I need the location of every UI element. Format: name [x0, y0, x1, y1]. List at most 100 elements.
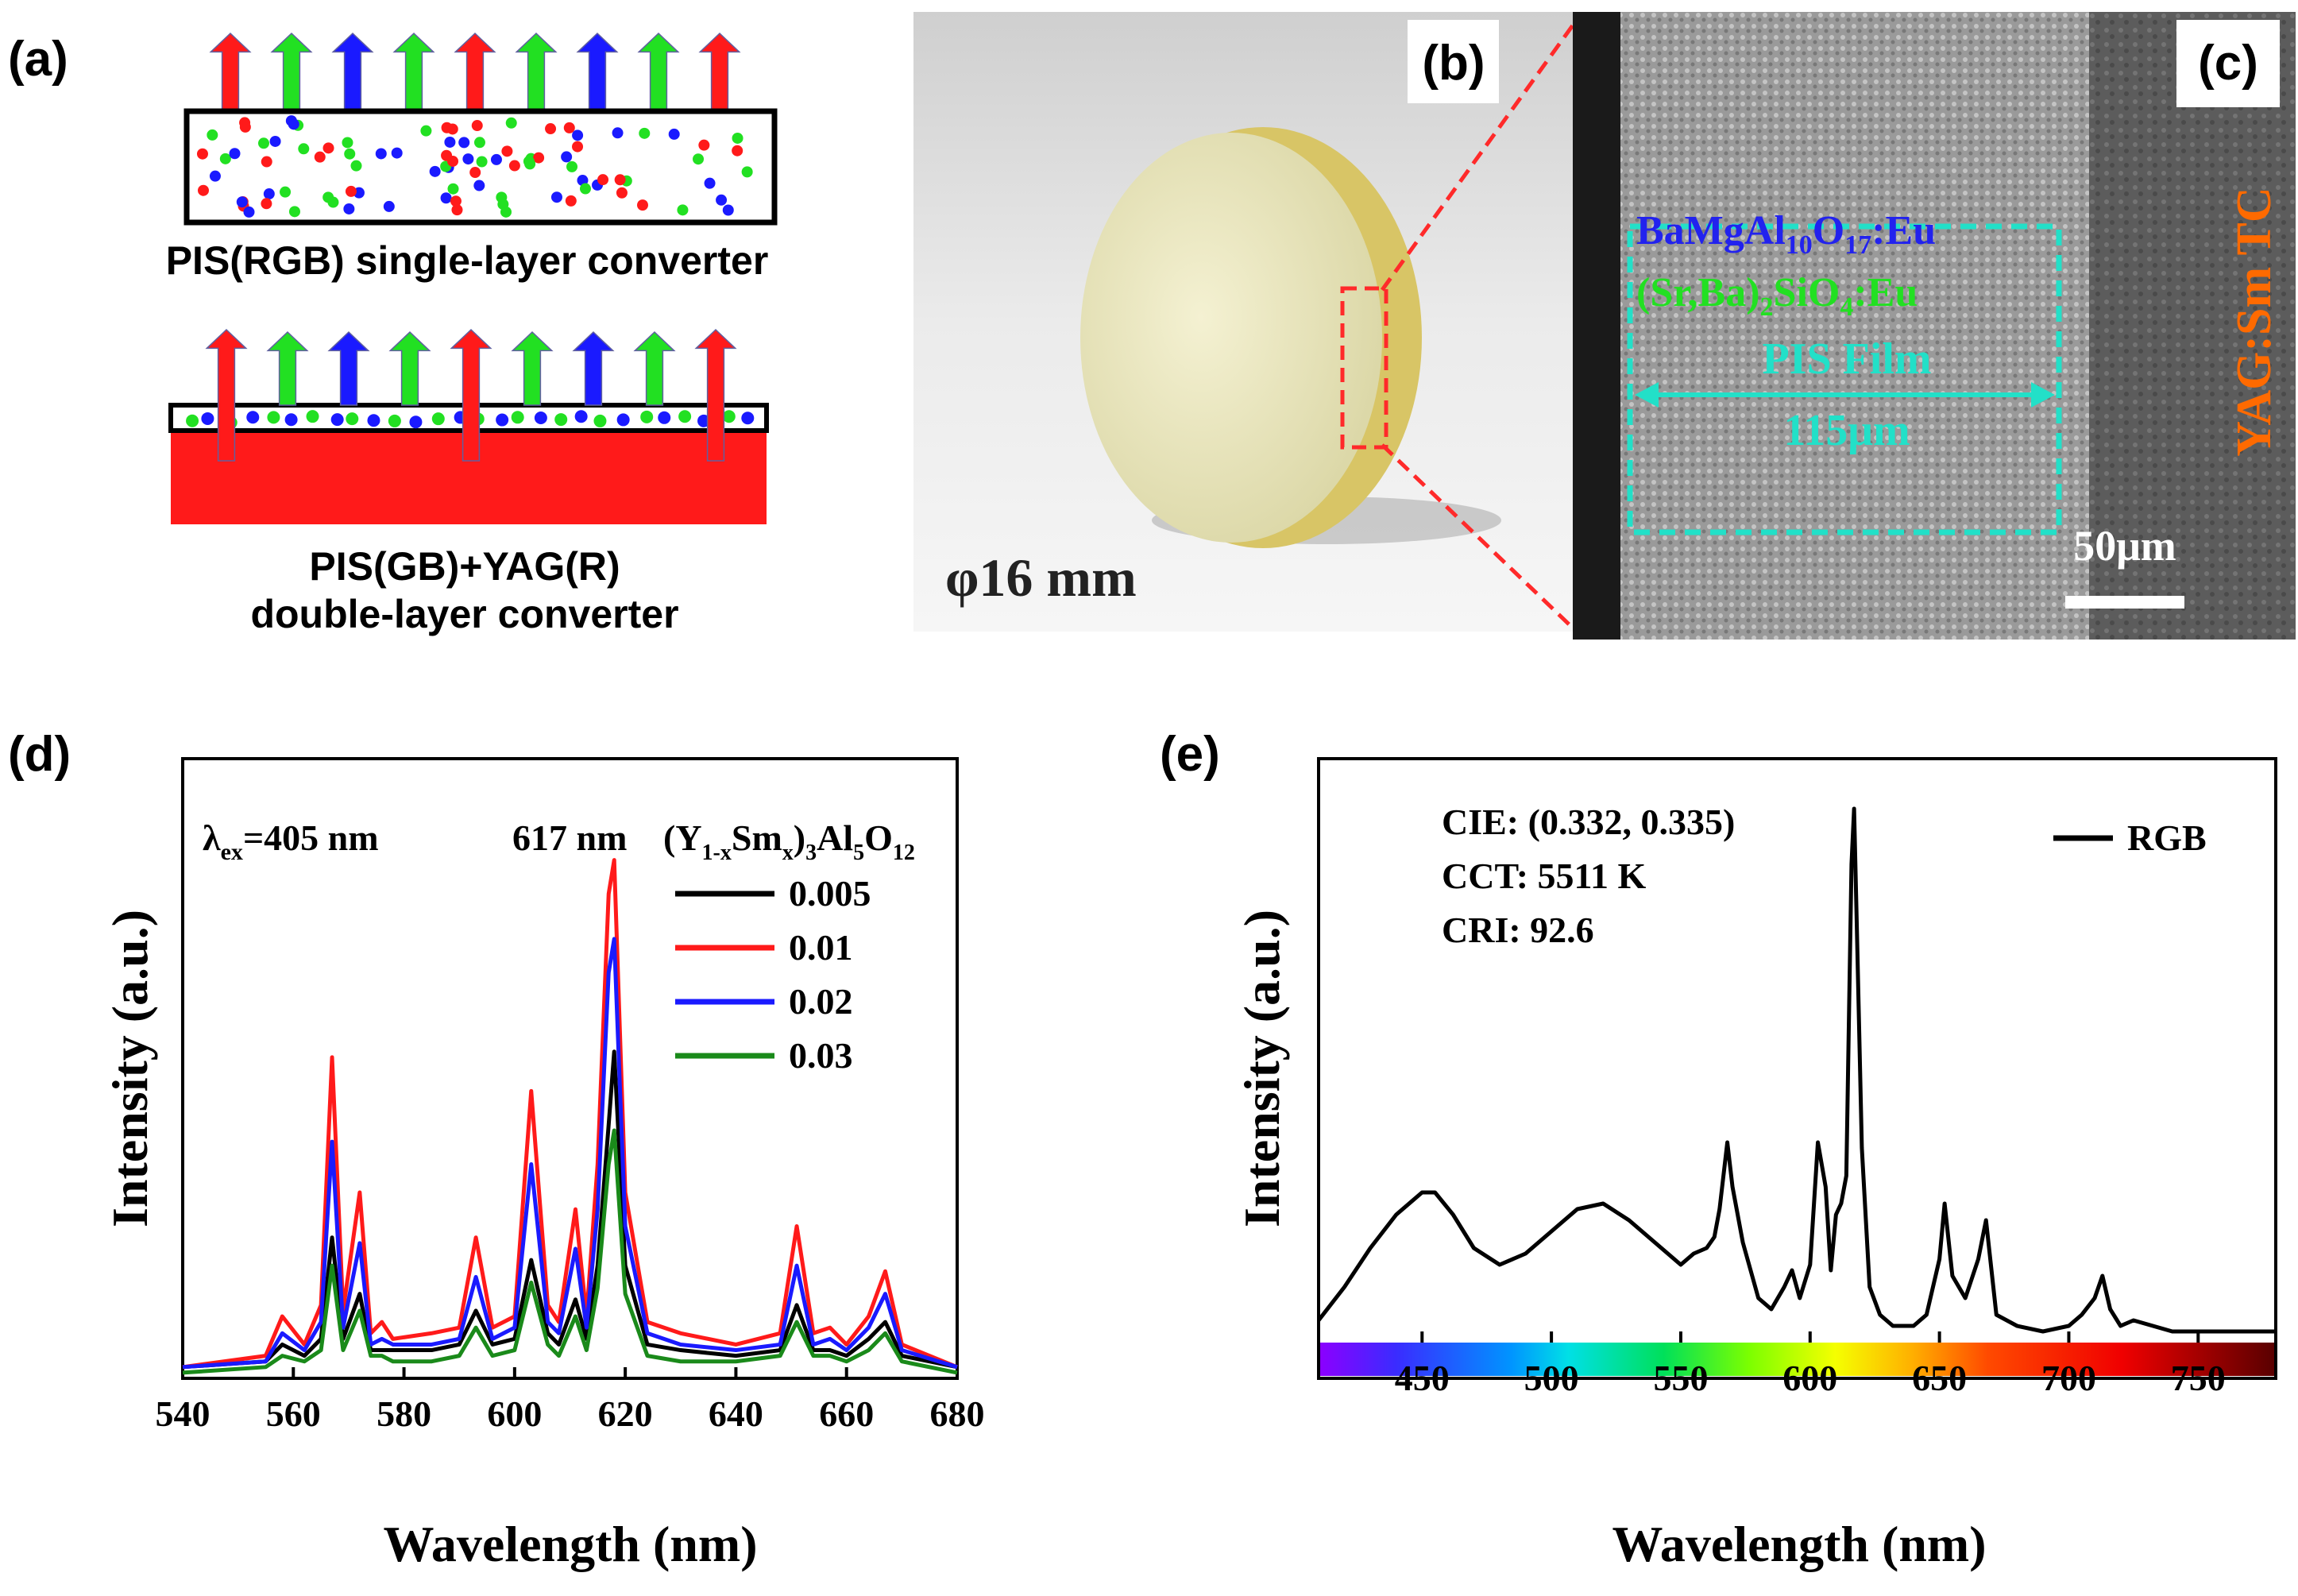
phosphor-particle	[330, 413, 344, 427]
red-emission-arrow	[450, 328, 492, 462]
phosphor-particle	[698, 139, 710, 151]
panel-e-x-ticks: 450 500 550 600 650 700 750	[1395, 1331, 2226, 1398]
green-emission-arrow	[637, 32, 680, 112]
sem-yag	[2089, 12, 2296, 640]
phosphor-particle	[344, 148, 356, 160]
phosphor-particle	[441, 149, 453, 161]
x-tick-label: 600	[487, 1393, 542, 1434]
phosphor-particle	[375, 148, 387, 160]
phosphor-blue-formula: BaMgAl10O17:Eu	[1636, 208, 1936, 260]
panel-d-label: (d)	[8, 727, 71, 782]
zoom-region-box	[1340, 286, 1388, 450]
phosphor-particle	[263, 188, 275, 200]
red-emission-arrow	[454, 32, 496, 112]
phosphor-particle	[496, 413, 509, 427]
phosphor-particle	[563, 122, 575, 133]
double-layer-caption-line2: double-layer converter	[250, 592, 678, 636]
phosphor-particle	[388, 414, 401, 427]
phosphor-particle	[269, 135, 281, 147]
panel-c: BaMgAl10O17:Eu (Sr,Ba)2SiO4:Eu PIS Film …	[1573, 12, 2296, 640]
x-tick-label: 540	[156, 1393, 210, 1434]
red-emission-arrow	[698, 32, 741, 112]
phosphor-particle	[732, 145, 743, 157]
phosphor-particle	[346, 412, 359, 426]
phosphor-particle	[722, 410, 736, 423]
legend-entry: 0.005	[789, 873, 871, 914]
phosphor-particle	[566, 160, 578, 172]
x-tick-label: 660	[819, 1393, 874, 1434]
panel-d-plot-frame	[181, 757, 959, 1380]
disk-diameter: φ16 mm	[945, 547, 1137, 608]
x-tick-label: 550	[1653, 1358, 1708, 1398]
green-emission-arrow	[392, 32, 435, 112]
x-tick-label: 450	[1395, 1358, 1450, 1398]
excitation-label: λex=405 nm	[203, 817, 379, 865]
panel-d-x-ticks: 540 560 580 600 620 640 660 680	[156, 1367, 985, 1434]
blue-emission-arrow	[576, 32, 619, 112]
thickness-label: 115μm	[1783, 406, 1910, 455]
panel-c-label: (c)	[2198, 36, 2258, 91]
panel-e-ylabel: Intensity (a.u.)	[1234, 910, 1290, 1227]
phosphor-particle	[246, 411, 260, 424]
cri-value: CRI: 92.6	[1442, 910, 1594, 950]
green-emission-arrow	[266, 330, 309, 406]
green-emission-arrow	[388, 330, 431, 406]
panel-e-legend: RGB	[2053, 817, 2207, 858]
sem-pis-film	[1620, 12, 2089, 640]
x-tick-label: 620	[598, 1393, 653, 1434]
green-emission-arrow	[633, 330, 676, 406]
phosphor-particle	[511, 411, 524, 424]
phosphor-particle	[462, 153, 474, 165]
single-layer-caption: PIS(RGB) single-layer converter	[166, 238, 769, 283]
phosphor-particle	[420, 125, 432, 137]
phosphor-particle	[391, 147, 403, 159]
series-line-RGB	[1317, 806, 2276, 1334]
scale-bar	[2065, 596, 2184, 609]
phosphor-particle	[572, 141, 584, 153]
phosphor-particle	[285, 115, 297, 127]
blue-emission-arrow	[331, 32, 374, 112]
cct-value: CCT: 5511 K	[1442, 856, 1646, 896]
phosphor-particle	[722, 204, 734, 216]
phosphor-particle	[572, 129, 584, 141]
phosphor-particle	[229, 148, 241, 160]
phosphor-particle	[597, 174, 609, 186]
disk-face	[1080, 133, 1382, 543]
phosphor-particle	[574, 410, 588, 423]
phosphor-particle	[383, 200, 395, 212]
blue-emission-arrow	[572, 330, 615, 406]
phosphor-particle	[550, 191, 562, 203]
panel-c-label-bg	[2176, 20, 2280, 107]
phosphor-particle	[616, 413, 630, 427]
red-emission-arrow	[694, 328, 737, 462]
phosphor-particle	[284, 413, 298, 427]
phosphor-particle	[593, 414, 607, 427]
green-emission-arrow	[511, 330, 554, 406]
x-tick-label: 500	[1524, 1358, 1579, 1398]
phosphor-particle	[201, 412, 214, 425]
panel-d-series	[182, 858, 958, 1375]
panel-d-ylabel: Intensity (a.u.)	[102, 910, 158, 1227]
panel-d: (d) 540 560 580 600 620 640 660 680 λex=405 nm …	[8, 727, 985, 1572]
phosphor-particle	[524, 158, 536, 170]
panel-b: (b) φ16 mm	[913, 12, 1573, 632]
phosphor-particle	[186, 414, 199, 427]
phosphor-particle	[658, 411, 671, 424]
phosphor-particle	[314, 151, 326, 163]
red-emission-arrow	[209, 32, 252, 112]
phosphor-particle	[345, 185, 357, 197]
phosphor-particle	[196, 148, 208, 160]
phosphor-particle	[450, 195, 462, 207]
x-tick-label: 560	[266, 1393, 321, 1434]
panel-b-label: (b)	[1422, 36, 1485, 91]
panel-a: (a) PIS(RGB) single-layer converter PIS(…	[8, 32, 778, 636]
phosphor-particle	[197, 184, 209, 196]
zoom-line-bottom	[1381, 443, 1582, 637]
panel-d-legend: 0.005 0.01 0.02 0.03	[675, 873, 871, 1076]
phosphor-particle	[236, 196, 248, 208]
phosphor-particle	[261, 156, 272, 168]
panel-e-xlabel: Wavelength (nm)	[1612, 1516, 1986, 1572]
phosphor-particle	[476, 156, 488, 168]
peak-label: 617 nm	[512, 817, 627, 858]
phosphor-particle	[636, 199, 648, 211]
